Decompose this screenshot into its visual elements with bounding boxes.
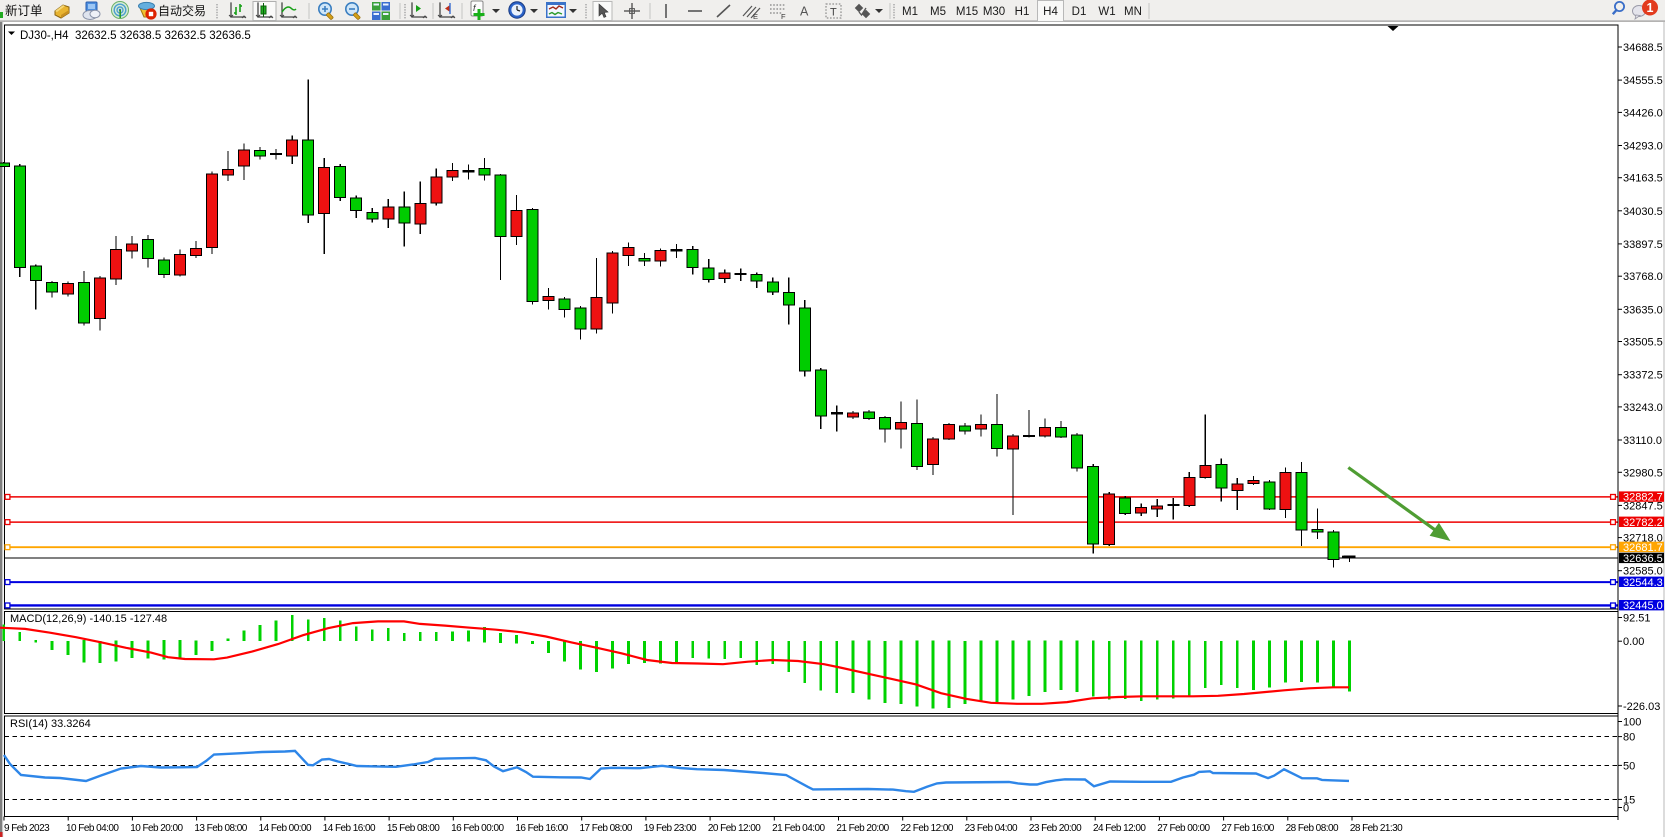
svg-text:RSI(14) 33.3264: RSI(14) 33.3264 (10, 718, 91, 730)
svg-text:34030.5: 34030.5 (1623, 206, 1663, 218)
svg-text:33505.5: 33505.5 (1623, 337, 1663, 349)
svg-text:14 Feb 00:00: 14 Feb 00:00 (259, 823, 312, 834)
svg-text:92.51: 92.51 (1623, 613, 1651, 625)
svg-text:34163.5: 34163.5 (1623, 173, 1663, 185)
svg-text:33897.5: 33897.5 (1623, 239, 1663, 251)
svg-text:27 Feb 00:00: 27 Feb 00:00 (1157, 823, 1210, 834)
svg-text:16 Feb 00:00: 16 Feb 00:00 (451, 823, 504, 834)
svg-text:W1: W1 (1098, 6, 1115, 18)
svg-text:M30: M30 (983, 6, 1005, 18)
svg-text:17 Feb 08:00: 17 Feb 08:00 (580, 823, 633, 834)
svg-text:23 Feb 04:00: 23 Feb 04:00 (965, 823, 1018, 834)
svg-text:28 Feb 08:00: 28 Feb 08:00 (1286, 823, 1339, 834)
svg-text:MACD(12,26,9) -140.15 -127.48: MACD(12,26,9) -140.15 -127.48 (10, 613, 167, 625)
svg-text:1: 1 (1647, 1, 1654, 15)
svg-text:33372.5: 33372.5 (1623, 370, 1663, 382)
svg-text:19 Feb 23:00: 19 Feb 23:00 (644, 823, 697, 834)
svg-text:20 Feb 12:00: 20 Feb 12:00 (708, 823, 761, 834)
svg-text:0: 0 (1623, 803, 1629, 815)
svg-text:10 Feb 04:00: 10 Feb 04:00 (66, 823, 119, 834)
svg-text:32636.5: 32636.5 (1623, 553, 1663, 565)
svg-text:100: 100 (1623, 717, 1641, 729)
svg-text:34426.0: 34426.0 (1623, 107, 1663, 119)
svg-text:H1: H1 (1015, 6, 1030, 18)
svg-text:T: T (830, 7, 837, 19)
svg-text:E: E (753, 12, 758, 21)
svg-text:27 Feb 16:00: 27 Feb 16:00 (1221, 823, 1274, 834)
svg-text:32585.0: 32585.0 (1623, 566, 1663, 578)
svg-text:MN: MN (1124, 6, 1142, 18)
svg-text:32681.7: 32681.7 (1623, 542, 1663, 554)
svg-text:15 Feb 08:00: 15 Feb 08:00 (387, 823, 440, 834)
svg-text:22 Feb 12:00: 22 Feb 12:00 (901, 823, 954, 834)
svg-text:F: F (781, 12, 786, 21)
svg-text:M1: M1 (902, 6, 918, 18)
svg-text:23 Feb 20:00: 23 Feb 20:00 (1029, 823, 1082, 834)
svg-text:14 Feb 16:00: 14 Feb 16:00 (323, 823, 376, 834)
svg-text:34293.0: 34293.0 (1623, 141, 1663, 153)
svg-text:21 Feb 04:00: 21 Feb 04:00 (772, 823, 825, 834)
svg-text:A: A (800, 5, 809, 19)
svg-text:自动交易: 自动交易 (158, 3, 206, 18)
svg-text:28 Feb 21:30: 28 Feb 21:30 (1350, 823, 1403, 834)
svg-text:H4: H4 (1043, 6, 1058, 18)
svg-text:DJ30-,H4 32632.5 32638.5 3263: DJ30-,H4 32632.5 32638.5 32632.5 32636.5 (20, 30, 251, 42)
svg-text:32544.3: 32544.3 (1623, 577, 1663, 589)
svg-text:32882.7: 32882.7 (1623, 492, 1663, 504)
svg-text:D1: D1 (1072, 6, 1087, 18)
svg-text:32980.5: 32980.5 (1623, 467, 1663, 479)
svg-text:32445.0: 32445.0 (1623, 600, 1663, 612)
svg-text:32718.0: 32718.0 (1623, 533, 1663, 545)
svg-text:33110.0: 33110.0 (1623, 435, 1662, 447)
svg-text:f: f (473, 3, 477, 13)
svg-text:24 Feb 12:00: 24 Feb 12:00 (1093, 823, 1146, 834)
svg-text:33243.0: 33243.0 (1623, 402, 1663, 414)
svg-text:21 Feb 20:00: 21 Feb 20:00 (836, 823, 889, 834)
svg-text:80: 80 (1623, 732, 1635, 744)
svg-text:34688.5: 34688.5 (1623, 42, 1663, 54)
svg-text:0.00: 0.00 (1623, 636, 1644, 648)
svg-text:50: 50 (1623, 760, 1635, 772)
svg-text:10 Feb 20:00: 10 Feb 20:00 (130, 823, 183, 834)
svg-text:33768.0: 33768.0 (1623, 271, 1663, 283)
svg-text:16 Feb 16:00: 16 Feb 16:00 (515, 823, 568, 834)
svg-text:15: 15 (1623, 794, 1635, 806)
svg-text:32782.2: 32782.2 (1623, 517, 1663, 529)
svg-text:34555.5: 34555.5 (1623, 75, 1663, 87)
svg-text:M15: M15 (956, 6, 978, 18)
svg-text:9 Feb 2023: 9 Feb 2023 (4, 823, 50, 834)
svg-text:33635.0: 33635.0 (1623, 304, 1663, 316)
svg-text:32847.5: 32847.5 (1623, 500, 1663, 512)
svg-text:-226.03: -226.03 (1623, 701, 1660, 713)
svg-text:M5: M5 (930, 6, 946, 18)
svg-text:新订单: 新订单 (5, 3, 43, 18)
svg-text:13 Feb 08:00: 13 Feb 08:00 (194, 823, 247, 834)
